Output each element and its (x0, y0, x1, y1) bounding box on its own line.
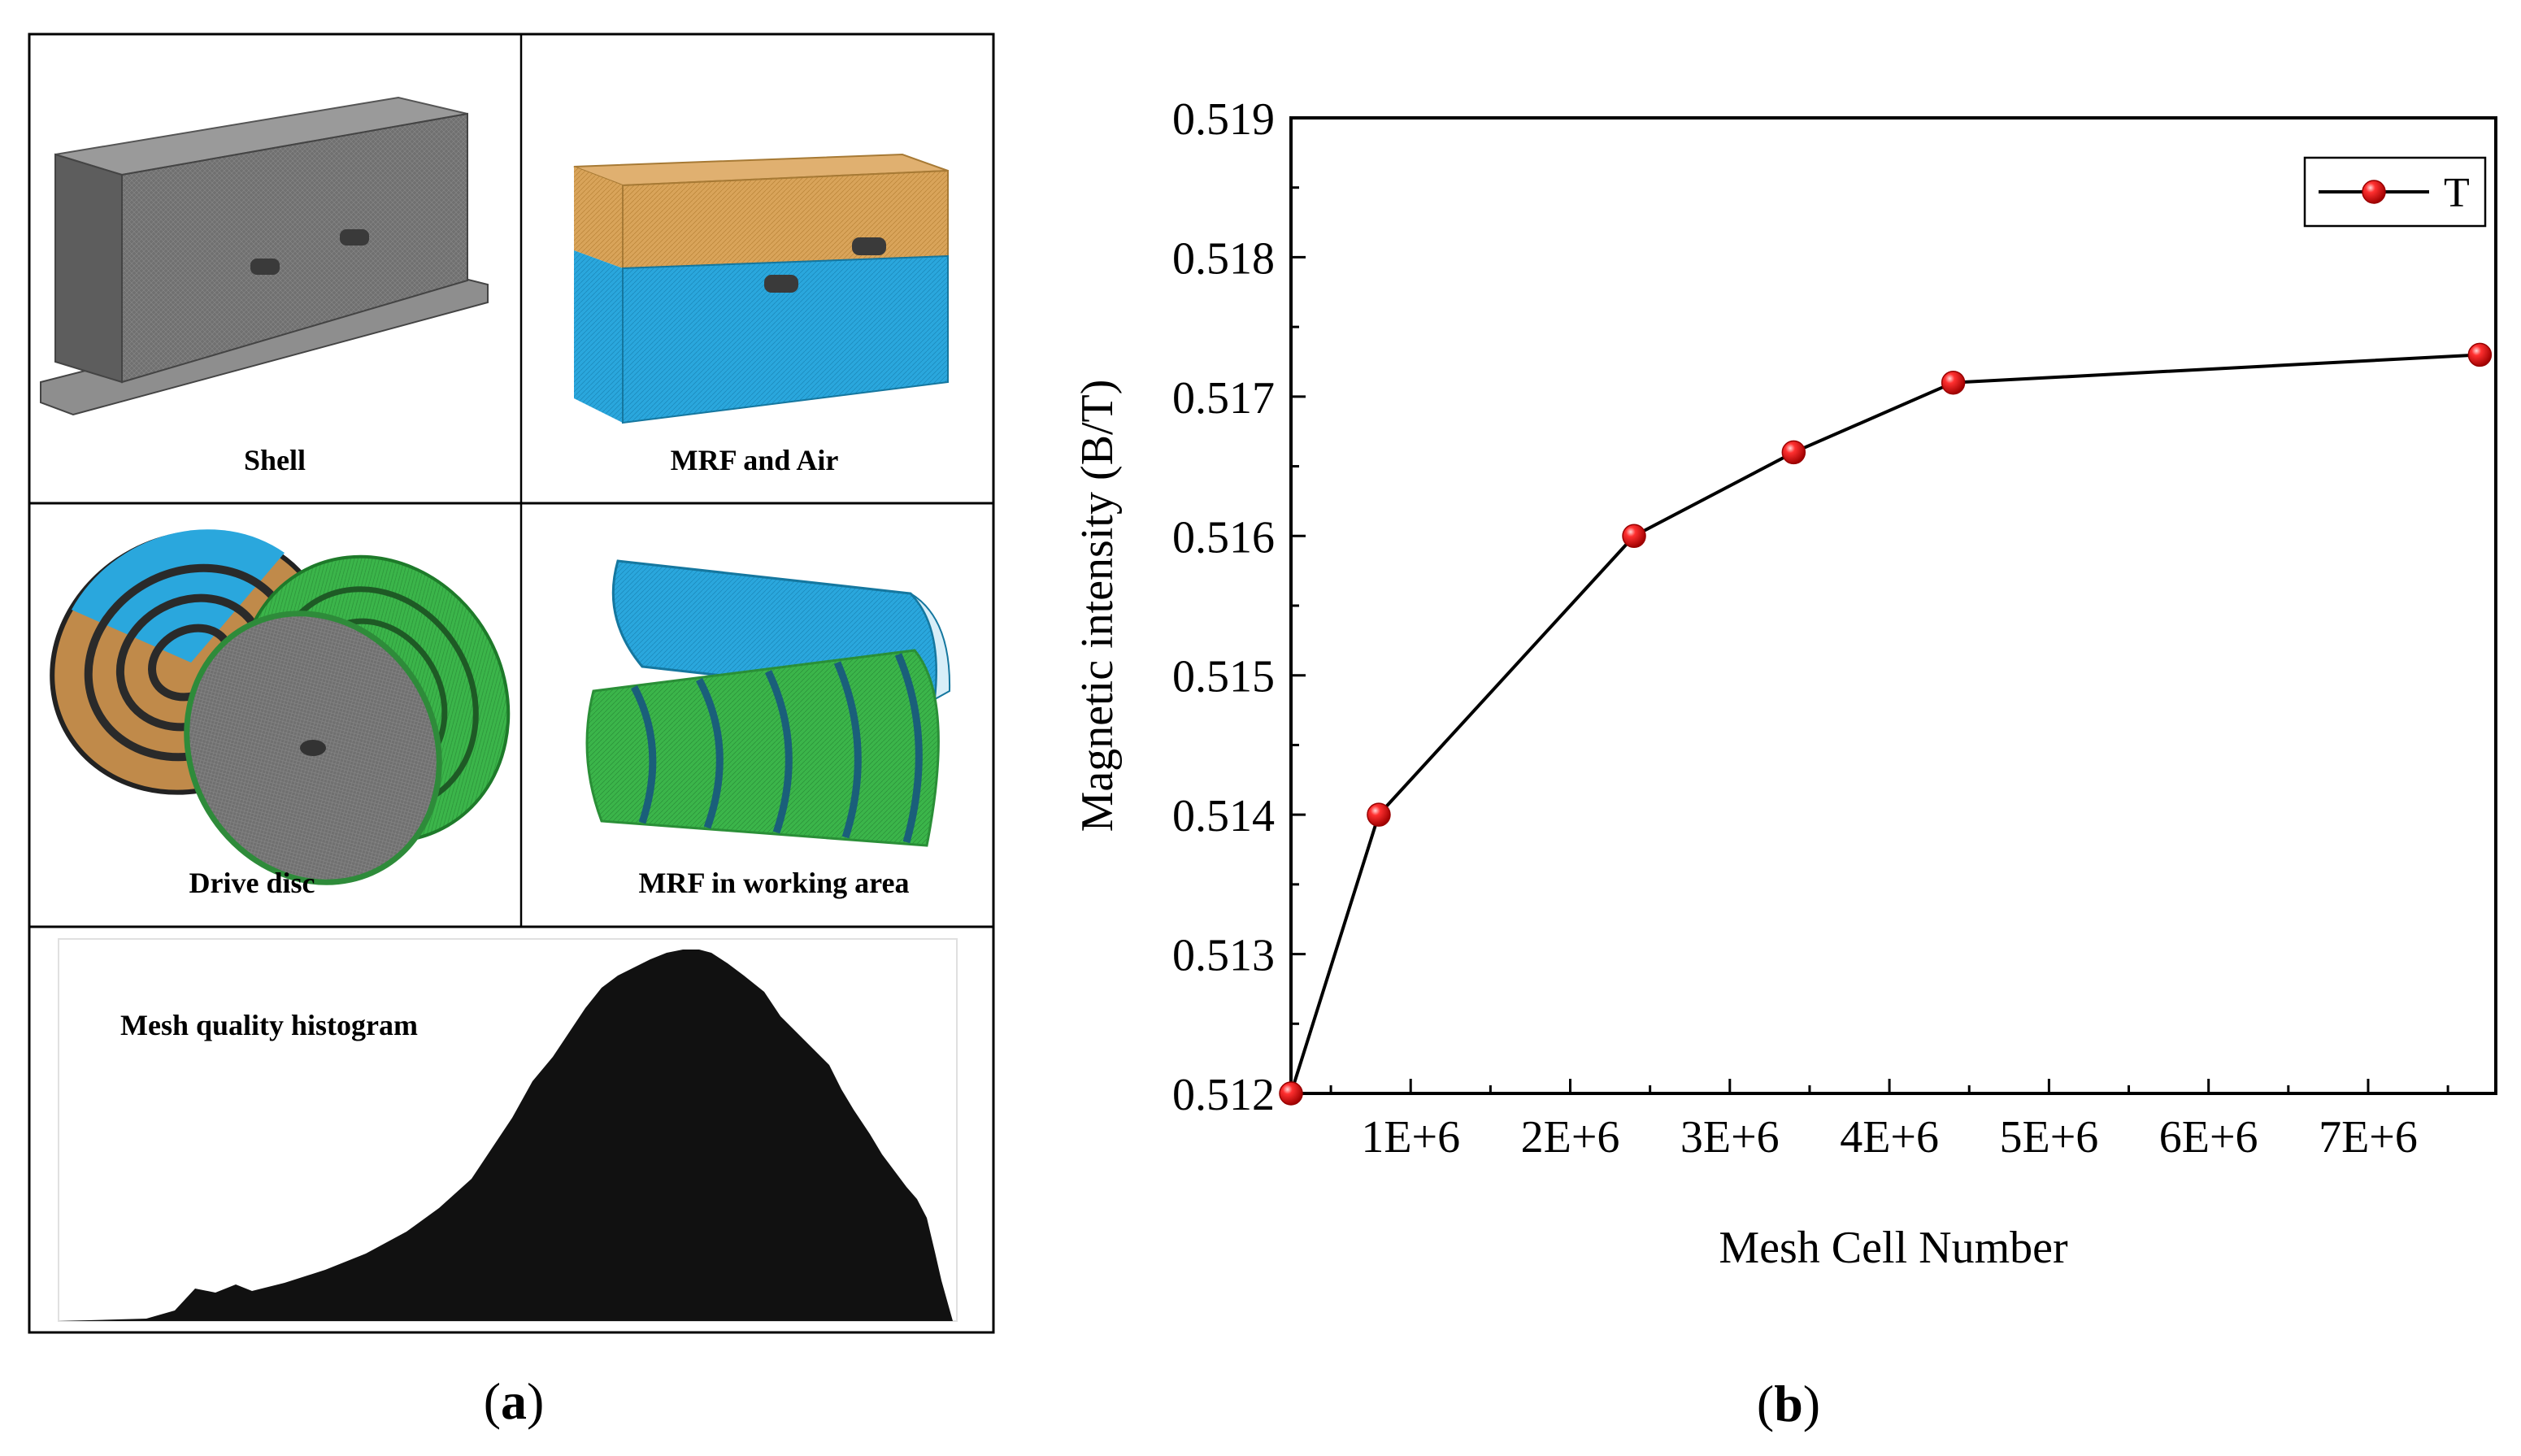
x-tick-label: 6E+6 (2159, 1112, 2258, 1163)
x-axis-label: Mesh Cell Number (1719, 1223, 2068, 1273)
mrf-air-mesh-image (573, 153, 949, 424)
caption-mrf-in-working-area: MRF in working area (639, 867, 910, 899)
data-point (1279, 1081, 1303, 1106)
caption-shell: Shell (244, 444, 306, 476)
data-point (1941, 370, 1966, 395)
series-line-t (1289, 353, 2480, 1094)
magnetic-intensity-chart: 0.512 0.513 0.514 0.515 0.516 0.517 0.518 0.519… (1072, 94, 2497, 1432)
x-tick-label: 5E+6 (1999, 1112, 2098, 1163)
data-point (1367, 802, 1391, 827)
data-point (1622, 524, 1646, 549)
x-tick-label: 4E+6 (1840, 1112, 1939, 1163)
histogram-title: Mesh quality histogram (120, 1009, 418, 1041)
caption-mrf-and-air: MRF and Air (671, 444, 839, 476)
x-tick-label: 7E+6 (2319, 1112, 2418, 1163)
mrf-working-area-mesh-image (585, 559, 951, 847)
panel-b: 0.512 0.513 0.514 0.515 0.516 0.517 0.518 0.519… (1008, 0, 2521, 1452)
x-tick-label: 1E+6 (1361, 1112, 1460, 1163)
panel-a-figure: Shell MRF and Air Drive disc MRF in wor (28, 33, 995, 1430)
y-tick-label: 0.518 (1172, 233, 1275, 284)
drive-disc-mesh-image (50, 529, 511, 885)
x-tick-label: 3E+6 (1680, 1112, 1780, 1163)
plot-frame (1289, 116, 2497, 1095)
y-tick-label: 0.514 (1172, 791, 1275, 841)
y-tick-label: 0.517 (1172, 373, 1275, 424)
panel-b-label: (b) (1757, 1375, 1820, 1432)
panel-a: Shell MRF and Air Drive disc MRF in wor (0, 0, 1008, 1452)
shell-mesh-image (40, 96, 489, 416)
x-tick-label: 2E+6 (1521, 1112, 1620, 1163)
y-axis-label: Magnetic intensity (B/T) (1072, 380, 1123, 832)
y-tick-label: 0.516 (1172, 512, 1275, 563)
legend-entry-t: T (2444, 170, 2470, 216)
y-tick-label: 0.513 (1172, 931, 1275, 981)
y-tick-label: 0.515 (1172, 652, 1275, 702)
data-point (1781, 440, 1806, 465)
y-tick-label: 0.512 (1172, 1070, 1275, 1120)
y-tick-label: 0.519 (1172, 94, 1275, 145)
mesh-quality-histogram (58, 938, 958, 1322)
panel-a-label: (a) (484, 1372, 545, 1430)
data-point (2467, 342, 2493, 367)
legend: T (2303, 156, 2487, 228)
legend-marker (2362, 180, 2386, 204)
caption-drive-disc: Drive disc (189, 867, 315, 899)
